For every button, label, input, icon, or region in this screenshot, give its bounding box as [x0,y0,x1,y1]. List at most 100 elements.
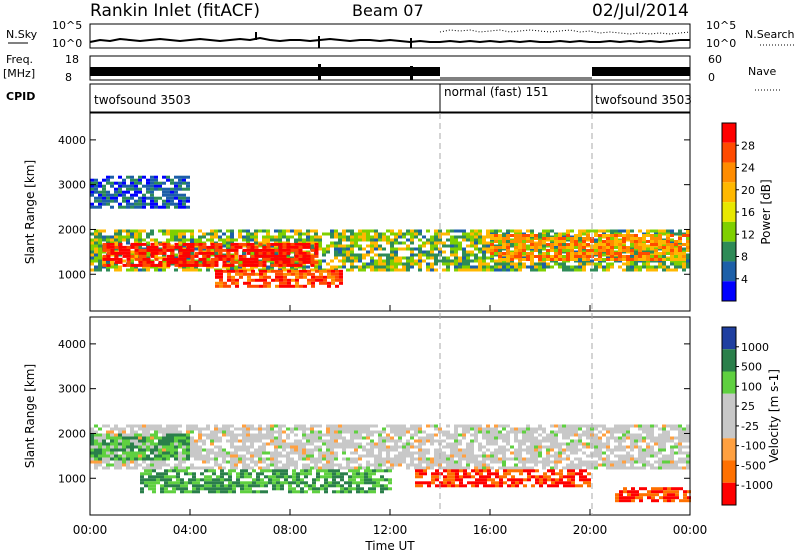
heat-cell [530,439,534,443]
heat-cell [618,249,622,252]
heat-cell [286,454,290,458]
heat-cell [502,454,506,458]
heat-cell [142,268,146,272]
heat-cell [618,240,622,243]
heat-cell [102,242,107,246]
heat-cell [622,460,626,464]
heat-cell [254,254,259,258]
heat-cell [454,466,458,470]
heat-cell [518,439,522,443]
heat-cell [342,262,346,266]
heat-cell [686,246,690,249]
heat-cell [374,253,378,257]
heat-cell [514,430,518,434]
heat-cell [455,472,459,476]
heat-cell [606,258,610,261]
heat-cell [146,178,150,182]
heat-cell [324,490,328,494]
heat-cell [158,181,162,185]
heat-cell [208,490,212,494]
heat-cell [494,433,498,437]
heat-cell [222,427,226,431]
heat-cell [314,436,318,440]
heat-cell [338,241,342,245]
heat-cell [402,457,406,461]
heat-cell [222,238,226,242]
heat-cell [638,466,642,470]
heat-cell [518,430,522,434]
heat-cell [110,251,115,255]
heat-cell [248,484,252,488]
heat-cell [114,187,118,191]
heat-cell [314,232,318,236]
heat-cell [106,265,110,269]
heat-cell [482,262,486,266]
heat-cell [242,229,246,233]
heat-cell [418,430,422,434]
heat-cell [370,235,374,239]
heat-cell [674,427,678,431]
heat-cell [200,478,204,482]
heat-cell [538,232,542,236]
colorbar-segment [722,261,736,282]
heat-cell [230,424,234,428]
heat-cell [114,193,118,197]
heat-cell [146,181,150,185]
heat-cell [206,454,210,458]
heat-cell [503,472,507,476]
heat-cell [336,472,340,476]
heat-cell [578,252,582,255]
heat-cell [582,463,586,467]
heat-cell [530,430,534,434]
heat-cell [354,232,358,236]
heat-cell [380,475,384,479]
heat-cell [474,241,478,245]
heat-cell [146,248,151,252]
heat-cell [330,265,334,269]
heat-cell [98,238,102,242]
heat-cell [310,433,314,437]
heat-cell [475,484,479,488]
heat-cell [314,251,319,255]
heat-cell [134,232,138,236]
heat-cell [242,242,247,246]
heat-cell [192,475,196,479]
heat-cell [590,259,594,263]
heat-cell [642,439,646,443]
heat-cell [142,248,147,252]
heat-cell [430,433,434,437]
heat-cell [406,451,410,455]
heat-cell [118,190,122,194]
heat-cell [110,199,114,203]
heat-cell [430,439,434,443]
heat-cell [642,451,646,455]
heat-cell [378,457,382,461]
heat-cell [470,268,474,272]
heat-cell [426,265,430,269]
heat-cell [134,436,138,440]
heat-cell [158,205,162,209]
heat-cell [266,457,270,461]
heat-cell [406,259,410,263]
heat-cell [146,190,150,194]
heat-cell [646,454,650,458]
heat-cell [174,424,178,428]
heat-cell [286,235,290,239]
heat-cell [254,439,258,443]
heat-cell [194,424,198,428]
heat-cell [479,478,483,482]
heat-cell [494,252,498,255]
heat-cell [142,433,146,437]
heat-cell [458,244,462,248]
heat-cell [574,439,578,443]
heat-cell [295,275,299,279]
heat-cell [462,262,466,266]
heat-cell [530,436,534,440]
heat-cell [542,457,546,461]
heat-cell [390,256,394,260]
heat-cell [542,229,546,233]
heat-cell [174,466,178,470]
heat-cell [282,229,286,233]
heat-cell [166,202,170,206]
heat-cell [366,460,370,464]
